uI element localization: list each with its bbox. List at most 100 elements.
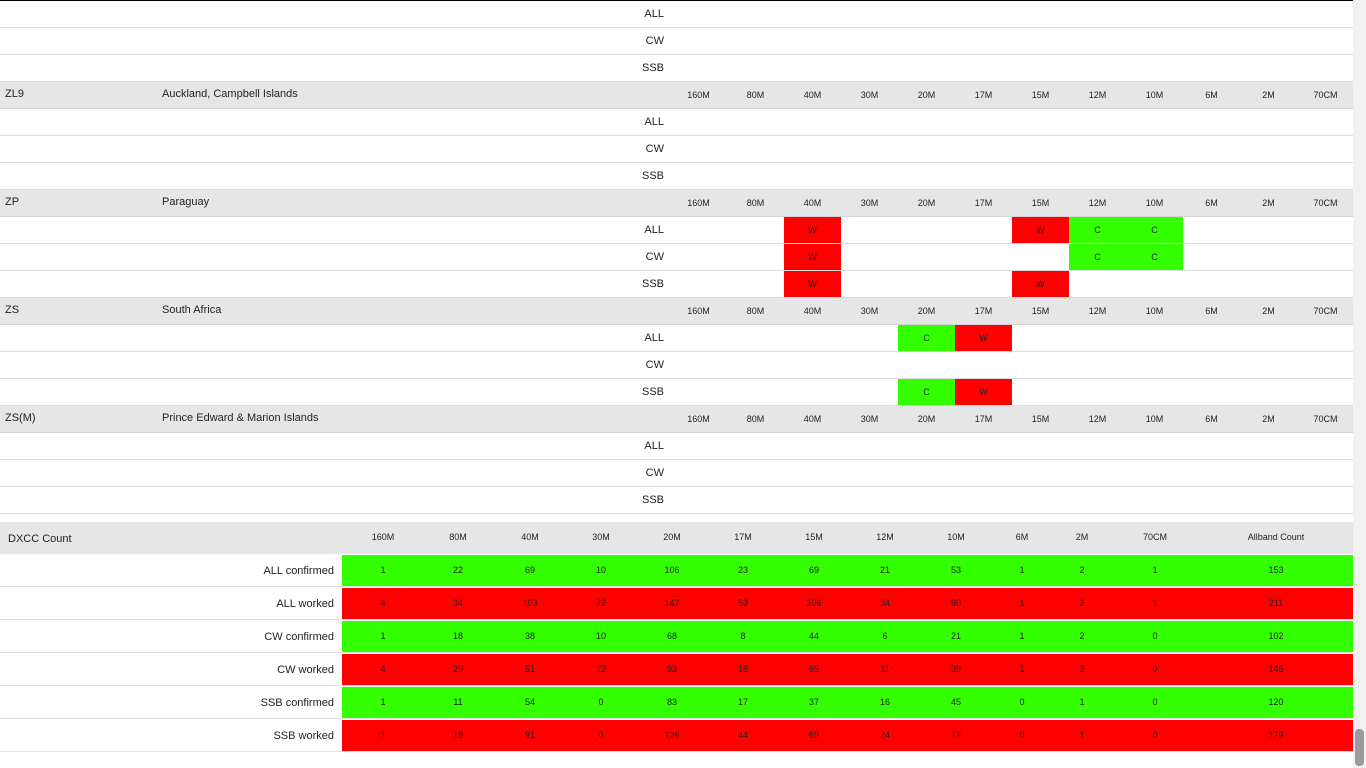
count-30m: 0 [598,697,604,707]
band-header-70cm: 70CM [1313,414,1338,424]
allband-count: 102 [1268,631,1284,641]
mode-row-cw: CW [0,460,1353,487]
mode-label: CW [645,143,664,155]
count-2m: 1 [1079,697,1085,707]
entity-prefix: ZP [5,196,20,208]
count-6m: 1 [1019,565,1025,575]
band-header-40m: 40M [803,90,822,100]
worked-cell-15m[interactable]: W [1012,271,1069,297]
band-header-10m: 10M [1145,306,1164,316]
count-2m: 1 [1079,730,1085,740]
band-header-80m: 80M [746,414,765,424]
band-header-2m: 2M [1262,198,1275,208]
summary-row-label: SSB confirmed [260,697,334,709]
worked-cell-15m[interactable]: W [1012,217,1069,243]
mode-row-all: ALL [0,433,1353,460]
count-20m: 83 [666,697,677,707]
count-70cm: 0 [1152,664,1158,674]
count-15m: 65 [808,664,819,674]
worked-cell-17m[interactable]: W [955,325,1012,351]
band-header-10m: 10M [1145,90,1164,100]
count-12m: 34 [879,598,890,608]
band-header-80m: 80M [746,306,765,316]
count-80m: 18 [452,631,463,641]
count-20m: 126 [664,730,680,740]
worked-cell-40m[interactable]: W [784,244,841,270]
band-header-17m: 17M [974,414,993,424]
band-header-12m: 12M [1088,90,1107,100]
confirmed-cell-10m[interactable]: C [1126,217,1183,243]
count-160m: 4 [380,664,386,674]
summary-row-label: CW confirmed [264,631,334,643]
entity-prefix: ZS(M) [5,412,36,424]
mode-label: CW [645,35,664,47]
mode-label: ALL [644,332,664,344]
entity-name: Prince Edward & Marion Islands [162,412,319,424]
mode-row-cw: CW [0,28,1353,55]
count-12m: 24 [879,730,890,740]
count-10m: 90 [950,598,961,608]
count-6m: 0 [1019,697,1025,707]
mode-row-ssb: SSB [0,163,1353,190]
count-17m: 23 [737,565,748,575]
count-12m: 16 [879,697,890,707]
band-header-17m: 17M [974,90,993,100]
summary-band-header-17m: 17M [734,532,752,542]
allband-count: 211 [1268,598,1284,608]
top-divider [0,0,1353,1]
confirmed-cell-20m[interactable]: C [898,325,955,351]
count-80m: 29 [452,664,463,674]
summary-band-header-160m: 160M [371,532,395,542]
worked-cell-40m[interactable]: W [784,271,841,297]
count-40m: 91 [524,730,535,740]
count-20m: 93 [666,664,677,674]
summary-band-header-12m: 12M [876,532,894,542]
confirmed-cell-12m[interactable]: C [1069,244,1126,270]
mode-label: ALL [644,116,664,128]
mode-row-all: ALL [0,109,1353,136]
mode-label: CW [645,467,664,479]
vertical-scrollbar[interactable] [1353,0,1366,768]
band-header-15m: 15M [1031,306,1050,316]
count-17m: 8 [740,631,746,641]
mode-row-all: ALL [0,1,1353,28]
band-header-70cm: 70CM [1313,90,1338,100]
confirmed-cell-20m[interactable]: C [898,379,955,405]
summary-header: DXCC Count 160M 80M 40M 30M 20M 17M 15M 12M 10M 6… [0,522,1353,554]
allband-count: 145 [1268,664,1284,674]
band-header-160m: 160M [687,306,710,316]
band-header-6m: 6M [1205,90,1218,100]
entity-header-row: ZS(M) Prince Edward & Marion Islands 160M 8… [0,406,1353,433]
confirmed-cell-10m[interactable]: C [1126,244,1183,270]
band-header-80m: 80M [746,90,765,100]
summary-row-bar [342,654,1353,685]
mode-label: SSB [641,62,664,74]
count-15m: 69 [808,730,819,740]
band-header-30m: 30M [860,198,879,208]
worked-cell-17m[interactable]: W [955,379,1012,405]
band-header-12m: 12M [1088,414,1107,424]
band-header-20m: 20M [917,306,936,316]
count-17m: 53 [737,598,748,608]
mode-label: ALL [644,440,664,452]
summary-row: ALL worked 4 34 103 22 147 53 106 34 90 1 2 1 211 [0,587,1353,620]
worked-cell-40m[interactable]: W [784,217,841,243]
summary-rows: ALL confirmed 1 22 69 10 106 23 69 21 53 1 2 1 153 ALL… [0,554,1353,752]
band-header-30m: 30M [860,414,879,424]
scrollbar-thumb[interactable] [1355,729,1364,766]
band-header-40m: 40M [803,306,822,316]
band-header-160m: 160M [687,90,710,100]
count-6m: 1 [1019,598,1025,608]
mode-label: CW [645,251,664,263]
summary-row: SSB worked 1 19 91 0 126 44 69 24 72 0 1 0 179 [0,719,1353,752]
allband-count-header: Allband Count [1247,532,1305,542]
mode-row-ssb: SSB C W [0,379,1353,406]
band-header-10m: 10M [1145,414,1164,424]
confirmed-cell-12m[interactable]: C [1069,217,1126,243]
band-header-15m: 15M [1031,414,1050,424]
count-160m: 4 [380,598,386,608]
count-40m: 103 [522,598,538,608]
count-2m: 2 [1079,565,1085,575]
count-30m: 22 [595,598,606,608]
band-header-15m: 15M [1031,198,1050,208]
